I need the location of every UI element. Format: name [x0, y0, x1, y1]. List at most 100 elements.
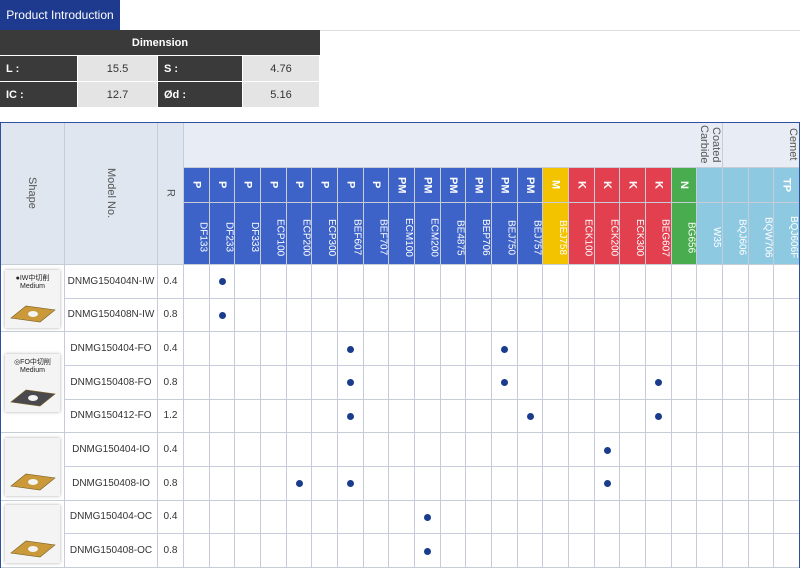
r-cell: 0.4	[158, 332, 184, 366]
grade-cell	[363, 534, 390, 568]
grade-cell	[646, 265, 672, 299]
grade-cell	[569, 366, 595, 400]
grade-cell	[261, 467, 287, 501]
grade-cell	[646, 500, 672, 535]
grade-cell	[184, 534, 210, 568]
grade-cell	[338, 332, 364, 366]
dot	[527, 413, 534, 420]
r-header: R	[158, 122, 184, 265]
grade-cell	[646, 467, 672, 501]
class-label: PM	[440, 168, 467, 203]
shape-cell	[0, 265, 65, 333]
class-label: P	[209, 168, 236, 203]
grade-cell	[774, 298, 800, 333]
grade-name: ECP300	[312, 203, 338, 265]
grade-cell	[492, 433, 518, 467]
grade-cell	[466, 332, 492, 366]
tab[interactable]: Product Introduction	[0, 0, 120, 30]
model-cell: DNMG150404-IO	[65, 433, 158, 467]
grade-cell	[209, 265, 236, 299]
grade-cell	[620, 265, 646, 299]
model-cell: DNMG150404N-IW	[65, 265, 158, 299]
grade-name: BG656	[671, 203, 698, 265]
shape-image	[5, 505, 60, 564]
class-label: PM	[389, 168, 415, 203]
grade-cell	[748, 433, 775, 467]
grade-cell	[312, 534, 338, 568]
grade-cell	[543, 265, 569, 299]
grade-cell	[543, 399, 569, 434]
dot	[424, 547, 432, 555]
tab-line	[0, 30, 800, 31]
grade-cell	[184, 433, 210, 467]
class-label: PM	[466, 168, 492, 203]
grade-cell	[620, 500, 646, 535]
grade-cell	[466, 265, 492, 299]
grade-name: DF133	[184, 203, 210, 265]
grade-cell	[338, 298, 364, 333]
grade-name: BE4875	[440, 203, 467, 265]
grade-cell	[466, 467, 492, 501]
grade-name: ECM200	[415, 203, 441, 265]
dimension-label: Ød :	[158, 82, 242, 107]
grade-cell	[209, 433, 236, 467]
grade-cell	[569, 500, 595, 535]
class-label: M	[543, 168, 569, 203]
shape-label: ●IW中切削	[15, 274, 50, 282]
grade-name: ECP100	[261, 203, 287, 265]
grade-cell	[415, 399, 441, 434]
grade-cell	[440, 332, 467, 366]
grade-cell	[389, 467, 415, 501]
class-label: PM	[415, 168, 441, 203]
grade-cell	[235, 298, 261, 333]
grade-cell	[748, 500, 775, 535]
grade-cell	[594, 500, 621, 535]
r-cell: 0.4	[158, 433, 184, 467]
grade-cell	[517, 433, 544, 467]
class-label	[723, 168, 749, 203]
dot	[347, 379, 355, 387]
model-cell: DNMG150404-OC	[65, 500, 158, 535]
grade-cell	[363, 433, 390, 467]
grade-cell	[209, 366, 236, 400]
grade-cell	[543, 332, 569, 366]
grade-cell	[286, 500, 313, 535]
grade-cell	[209, 332, 236, 366]
shape-cell	[0, 500, 65, 568]
grade-cell	[440, 265, 467, 299]
class-label: K	[620, 168, 646, 203]
grade-cell	[415, 366, 441, 400]
grade-cell	[235, 467, 261, 501]
insert-icon	[9, 389, 56, 407]
grade-cell	[774, 332, 800, 366]
grade-cell	[748, 399, 775, 434]
grade-cell	[363, 265, 390, 299]
grade-cell	[312, 433, 338, 467]
grade-cell	[774, 366, 800, 400]
grade-name: BQW706	[748, 203, 775, 265]
shape-cell	[0, 332, 65, 434]
class-label: P	[363, 168, 390, 203]
r-cell: 0.8	[158, 366, 184, 400]
grade-cell	[620, 467, 646, 501]
shape-label: ●IW中切削 Medium	[5, 272, 60, 294]
r-cell: 1.2	[158, 399, 184, 434]
model-cell: DNMG150408N-IW	[65, 298, 158, 333]
grade-cell	[774, 399, 800, 434]
class-label	[697, 168, 723, 203]
grade-cell	[363, 298, 390, 333]
grade-cell	[440, 534, 467, 568]
grade-cell	[235, 500, 261, 535]
grade-cell	[184, 500, 210, 535]
class-label: K	[569, 168, 595, 203]
grade-cell	[184, 366, 210, 400]
grade-cell	[543, 298, 569, 333]
grade-cell	[723, 467, 749, 501]
grade-cell	[415, 265, 441, 299]
grade-cell	[517, 265, 544, 299]
grade-name: BEJ757	[517, 203, 544, 265]
dimension-value: 4.76	[243, 56, 319, 81]
grade-cell	[620, 399, 646, 434]
grade-cell	[697, 366, 723, 400]
grade-cell	[671, 534, 698, 568]
